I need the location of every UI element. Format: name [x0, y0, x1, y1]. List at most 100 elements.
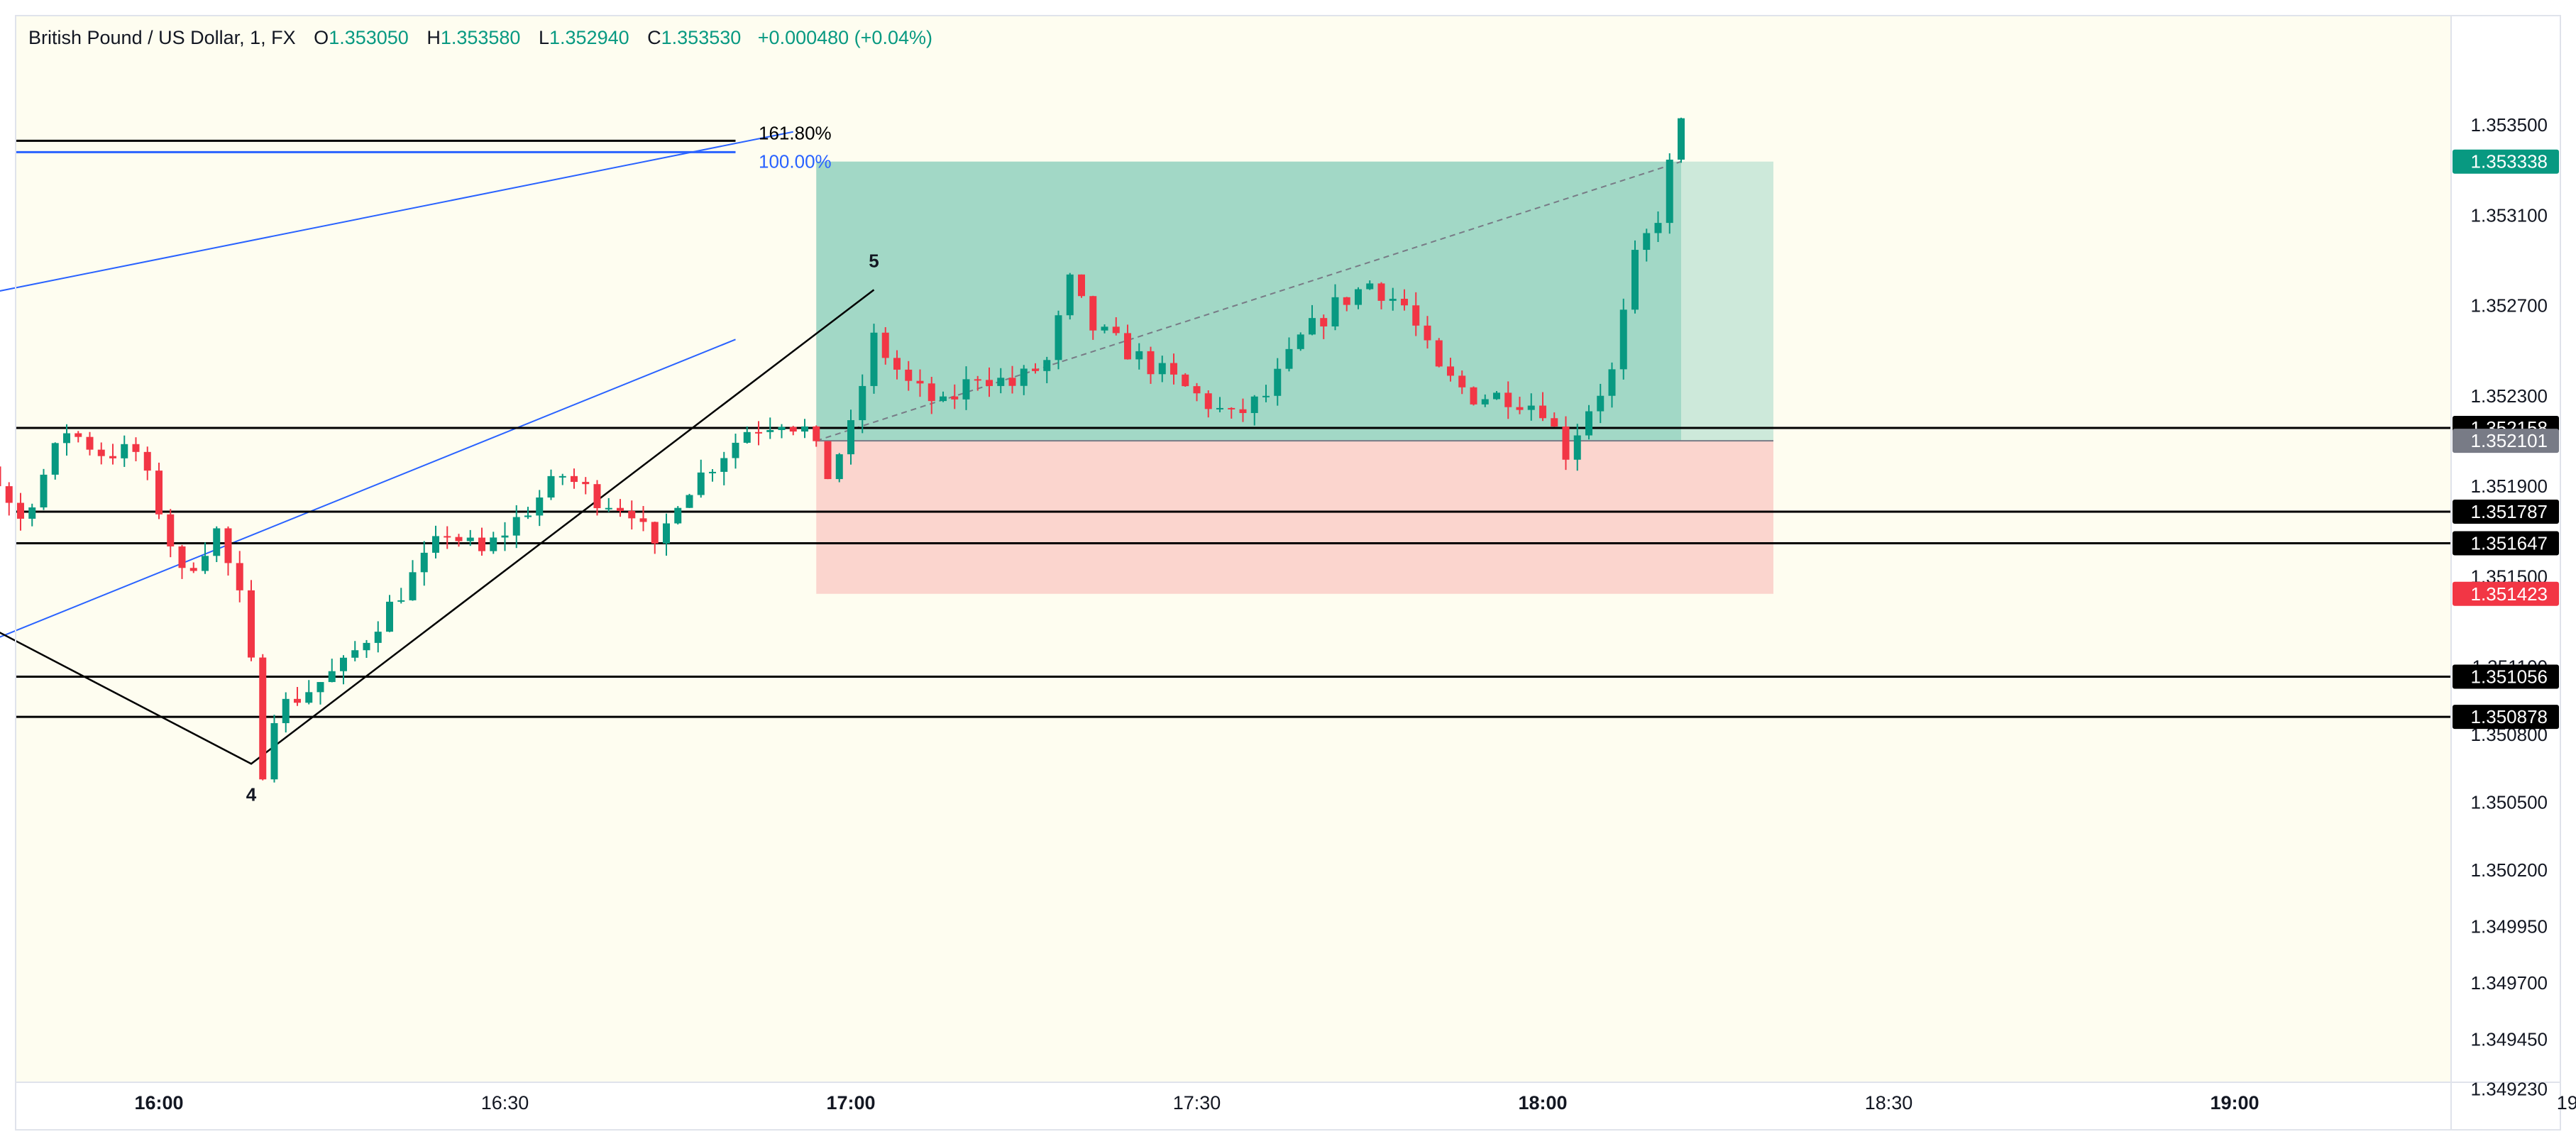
candle-up — [512, 517, 520, 536]
candle-down — [259, 657, 267, 780]
channel-trendline[interactable] — [0, 339, 736, 689]
candle-down — [1112, 326, 1120, 334]
time-tick-label: 17:00 — [826, 1092, 875, 1113]
candle-up — [558, 475, 566, 478]
candle-down — [1412, 305, 1420, 326]
candle-down — [617, 507, 624, 511]
price-badge-label: 1.350878 — [2471, 706, 2548, 727]
fib-level-label: 100.00% — [759, 150, 832, 172]
candle-down — [5, 486, 13, 503]
drawing-lines[interactable] — [0, 131, 2451, 765]
candle-down — [789, 427, 797, 432]
candle-down — [1239, 409, 1247, 414]
candle-up — [63, 433, 70, 444]
candle-up — [536, 497, 544, 516]
candle-up — [847, 420, 854, 455]
candle-down — [1170, 363, 1177, 375]
candle-up — [859, 385, 866, 421]
candle-up — [1389, 299, 1397, 301]
low-label: L — [538, 27, 549, 48]
candle-up — [605, 507, 612, 510]
fib-level-label: 161.80% — [759, 122, 832, 143]
candle-up — [466, 537, 474, 541]
candle-down — [1124, 333, 1131, 360]
elliott-wave-path[interactable] — [0, 289, 875, 765]
candle-down — [1458, 375, 1466, 387]
candle-up — [282, 698, 290, 723]
candle-up — [1297, 334, 1304, 349]
candle-down — [155, 471, 163, 515]
candle-down — [593, 484, 601, 509]
candle-down — [1343, 297, 1350, 305]
candle-up — [501, 535, 509, 538]
candle-up — [686, 495, 693, 508]
candle-down — [1182, 374, 1189, 387]
candle-up — [490, 537, 497, 551]
price-badge — [2453, 581, 2559, 606]
price-badge-label: 1.351787 — [2471, 501, 2548, 522]
candle-up — [1274, 368, 1282, 396]
candle-down — [1089, 296, 1097, 331]
channel-trendline[interactable] — [0, 131, 793, 317]
price-tick-label: 1.349700 — [2471, 972, 2548, 994]
price-tick-label: 1.350200 — [2471, 859, 2548, 881]
candle-down — [224, 528, 232, 563]
candle-down — [0, 466, 1, 487]
candle-down — [1377, 283, 1385, 301]
candle-down — [1032, 368, 1039, 371]
high-label: H — [426, 27, 441, 48]
candle-up — [1654, 223, 1662, 233]
candle-down — [1320, 318, 1328, 326]
chart-border — [15, 15, 2561, 1131]
price-badge — [2453, 705, 2559, 730]
candle-down — [109, 456, 116, 458]
candle-up — [720, 458, 728, 472]
candle-down — [628, 510, 636, 519]
candle-down — [444, 536, 451, 538]
candle-up — [524, 515, 532, 517]
candle-up — [121, 444, 128, 458]
candle-down — [1008, 378, 1016, 386]
candle-down — [974, 379, 981, 381]
stop-loss-zone[interactable] — [816, 441, 1773, 594]
candle-up — [1020, 368, 1028, 386]
candle-up — [351, 650, 359, 658]
candle-up — [1355, 289, 1362, 305]
candle-down — [75, 433, 82, 437]
candle-up — [1309, 318, 1316, 335]
candle-up — [732, 442, 739, 458]
candle-down — [478, 537, 485, 551]
candle-down — [824, 441, 832, 480]
candles — [0, 117, 1685, 783]
time-tick-label: 17:30 — [1173, 1092, 1221, 1113]
candle-up — [1585, 411, 1592, 436]
candle-down — [1562, 426, 1570, 460]
candle-down — [582, 482, 590, 485]
candle-down — [571, 475, 578, 483]
instrument-legend: British Pound / US Dollar, 1, FX O1.3530… — [28, 27, 932, 49]
candle-down — [881, 332, 889, 358]
long-position-tool[interactable] — [815, 160, 1773, 594]
candle-down — [17, 502, 24, 519]
low-value: 1.352940 — [549, 27, 629, 48]
candle-up — [1678, 118, 1685, 160]
candle-down — [928, 383, 935, 402]
candle-down — [1078, 274, 1085, 297]
candle-down — [236, 563, 243, 590]
time-axis-background — [16, 1082, 2560, 1130]
candle-up — [386, 601, 393, 632]
annotation-labels: 161.80% 100.00% 4 5 — [246, 122, 879, 805]
price-tick-label: 1.353500 — [2471, 114, 2548, 136]
candle-up — [1285, 348, 1293, 369]
price-badge — [2453, 429, 2559, 453]
close-label: C — [647, 27, 661, 48]
price-badge — [2453, 149, 2559, 174]
candle-down — [905, 369, 913, 381]
candle-up — [1608, 369, 1616, 396]
candle-down — [1470, 387, 1477, 405]
instrument-title[interactable]: British Pound / US Dollar, 1, FX — [28, 27, 296, 48]
candle-up — [1262, 395, 1270, 397]
candle-up — [1158, 363, 1166, 375]
candle-up — [28, 507, 36, 519]
